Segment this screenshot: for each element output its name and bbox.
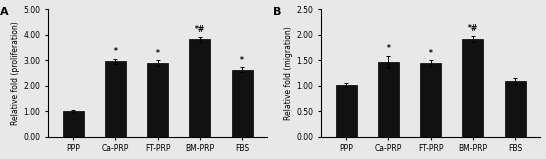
Text: A: A [0, 7, 8, 17]
Text: B: B [272, 7, 281, 17]
Bar [147, 63, 168, 137]
Bar [63, 111, 84, 137]
Text: *: * [429, 49, 432, 58]
Bar [420, 63, 441, 137]
Text: *#: *# [195, 25, 205, 34]
Text: *: * [156, 49, 159, 58]
Text: *: * [240, 56, 244, 65]
Bar [105, 61, 126, 137]
Text: *: * [114, 47, 117, 56]
Y-axis label: Relative fold (proliferation): Relative fold (proliferation) [11, 21, 20, 125]
Text: *#: *# [468, 24, 478, 33]
Bar [336, 85, 357, 137]
Text: *: * [387, 44, 390, 53]
Bar [378, 62, 399, 137]
Y-axis label: Relative fold (migration): Relative fold (migration) [284, 26, 293, 120]
Bar [462, 39, 483, 137]
Bar [189, 39, 210, 137]
Bar [505, 81, 526, 137]
Bar [232, 70, 253, 137]
